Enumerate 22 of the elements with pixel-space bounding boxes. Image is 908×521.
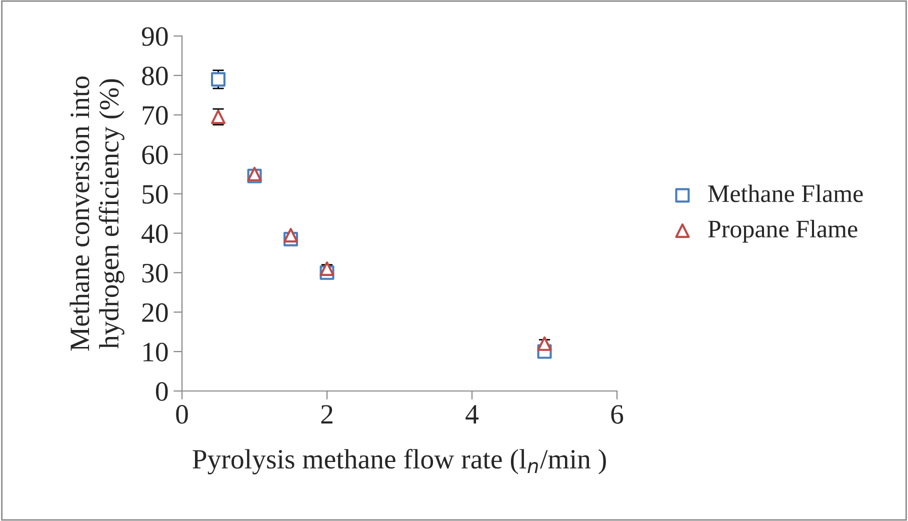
y-tick-label: 50 bbox=[142, 184, 168, 204]
x-axis-title: Pyrolysis methane flow rate (l$_{n}$/min ) bbox=[192, 448, 606, 474]
y-tick-label: 40 bbox=[142, 224, 168, 244]
x-tick-label: 0 bbox=[176, 404, 188, 424]
x-tick-label: 6 bbox=[611, 405, 624, 424]
x-tick-label: 4 bbox=[466, 405, 479, 424]
x-tick-label: 2 bbox=[321, 405, 332, 424]
y-tick-label: 20 bbox=[142, 303, 168, 322]
y-tick-label: 70 bbox=[142, 106, 168, 125]
y-tick-label: 80 bbox=[142, 66, 168, 86]
y-tick-label: 10 bbox=[143, 342, 168, 362]
legend-label: Methane Flame bbox=[708, 184, 863, 202]
y-tick-label: 30 bbox=[142, 264, 168, 283]
y-tick-label: 60 bbox=[142, 146, 168, 164]
y-tick-label: 0 bbox=[156, 382, 168, 401]
y-axis-title: Methane conversion into hydrogen efficiency (%) bbox=[70, 76, 124, 351]
y-tick-label: 90 bbox=[142, 27, 168, 46]
legend-label: Propane Flame bbox=[708, 220, 858, 243]
point bbox=[210, 72, 226, 87]
point bbox=[320, 261, 334, 276]
point bbox=[283, 228, 298, 242]
point bbox=[537, 336, 552, 351]
